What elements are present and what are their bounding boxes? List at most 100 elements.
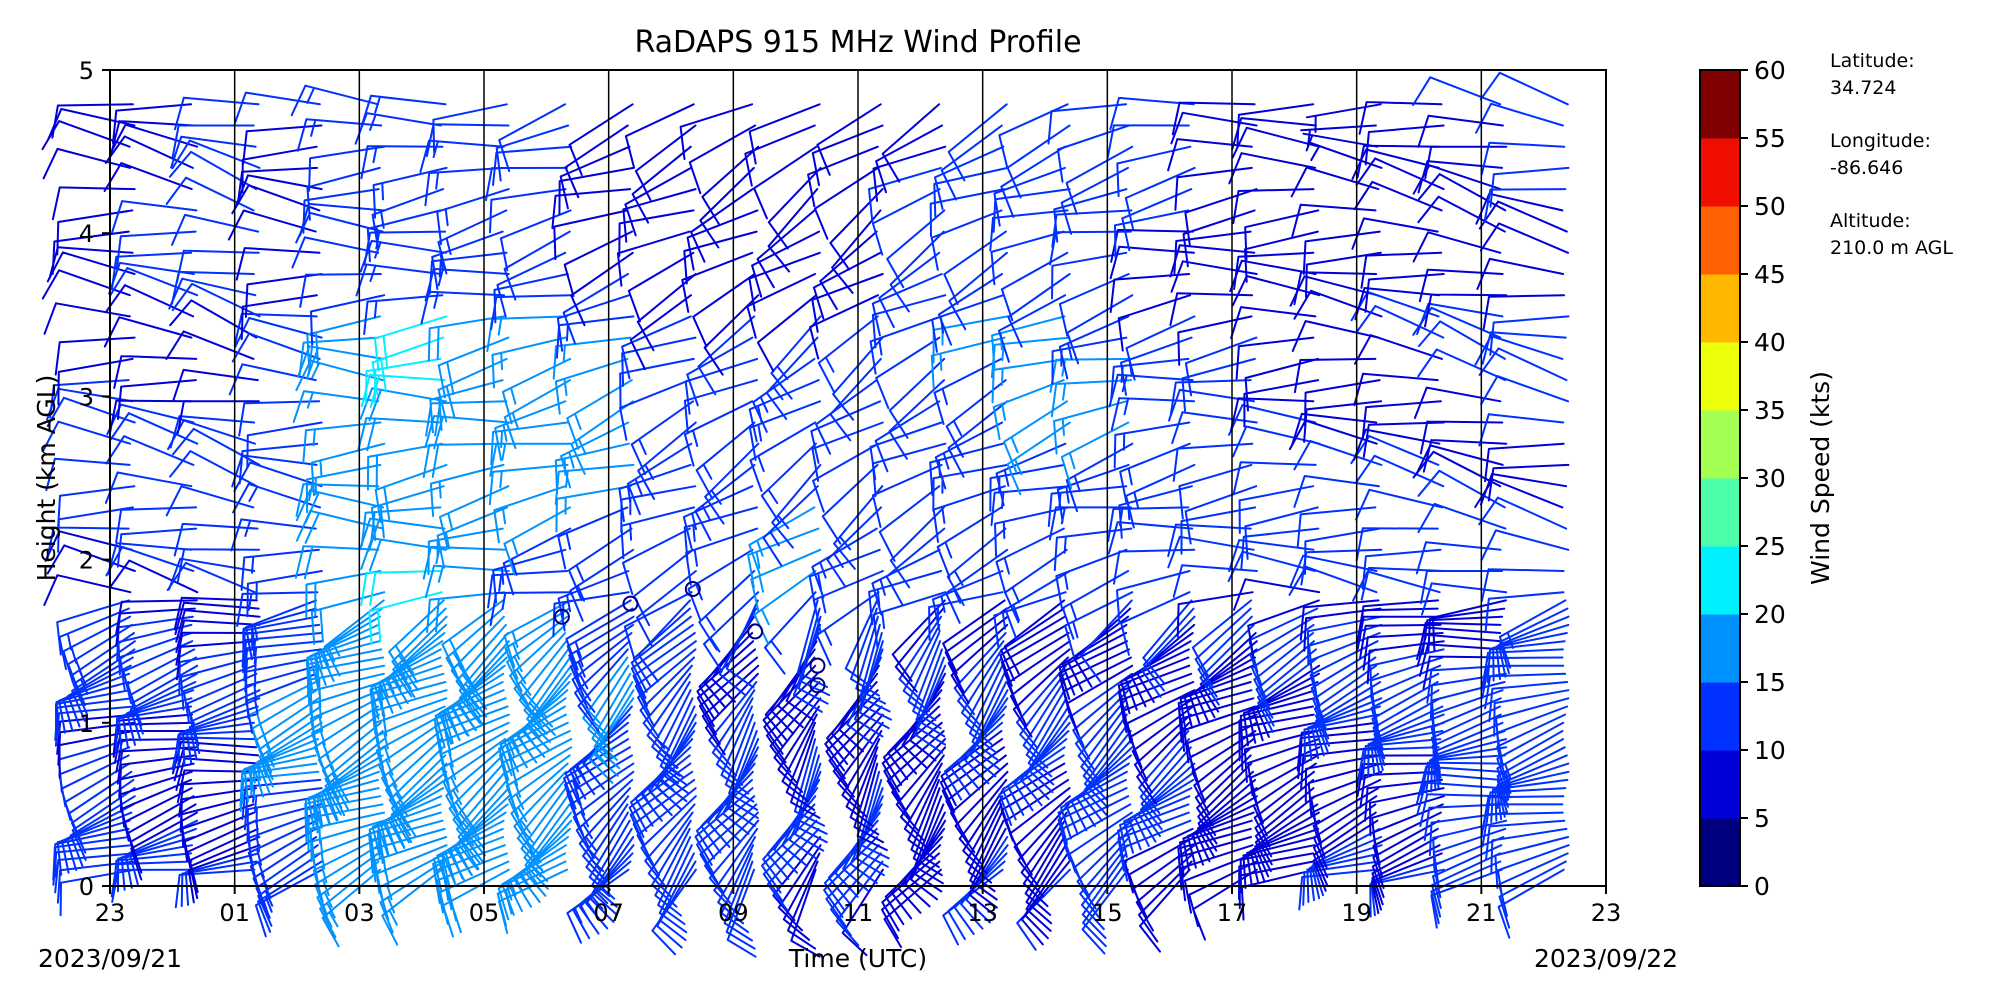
wind-barb — [1057, 778, 1127, 845]
wind-barb — [1479, 71, 1569, 106]
wind-barb — [428, 251, 508, 295]
wind-barb — [871, 294, 947, 349]
wind-barb — [891, 599, 946, 682]
wind-barb — [1249, 746, 1321, 811]
colorbar-segment — [1700, 818, 1740, 887]
wind-barb — [1421, 615, 1504, 654]
wind-barb — [621, 336, 697, 387]
wind-barb — [630, 615, 692, 693]
wind-barb — [1177, 315, 1253, 366]
wind-barb — [998, 294, 1067, 363]
wind-barb — [171, 270, 255, 305]
wind-barb — [104, 471, 193, 504]
wind-barb — [698, 570, 756, 651]
longitude-label: Longitude: — [1830, 130, 1931, 152]
wind-barb — [644, 803, 696, 888]
wind-barb — [725, 599, 759, 689]
wind-barb — [694, 463, 756, 541]
wind-barb — [295, 483, 380, 517]
wind-barb — [228, 363, 317, 396]
wind-barb — [1243, 689, 1317, 747]
wind-barb — [1180, 506, 1257, 555]
wind-barb — [168, 557, 256, 591]
longitude-value: -86.646 — [1830, 157, 1903, 179]
y-tick-label: 4 — [79, 220, 94, 248]
colorbar-frame — [1699, 69, 1741, 887]
wind-barb — [769, 689, 822, 773]
wind-barb — [240, 294, 318, 341]
wind-barb — [683, 379, 758, 435]
wind-barb — [176, 769, 261, 804]
wind-barb — [46, 526, 130, 561]
wind-barb — [425, 123, 510, 158]
wind-barb — [692, 273, 756, 348]
wind-barb — [810, 400, 882, 464]
wind-barb — [171, 124, 255, 159]
wind-barb — [797, 615, 829, 705]
wind-barb — [1116, 145, 1192, 197]
wind-barb — [503, 506, 571, 576]
wind-barb — [1243, 379, 1320, 428]
wind-barb — [115, 599, 198, 635]
wind-barb — [124, 827, 197, 889]
wind-barb — [554, 357, 629, 415]
wind-barb — [176, 548, 261, 583]
wind-barb — [1417, 320, 1506, 360]
wind-barb — [929, 188, 1006, 238]
wind-barb — [1233, 578, 1321, 611]
wind-barb — [1485, 819, 1566, 860]
wind-barb — [814, 166, 879, 240]
wind-barb — [1082, 860, 1128, 948]
wind-barb — [177, 721, 255, 767]
wind-barb — [1355, 488, 1444, 521]
wind-barb — [621, 315, 692, 380]
wind-barb — [1304, 379, 1381, 427]
wind-barb — [1371, 827, 1439, 899]
wind-barb — [489, 591, 573, 627]
altitude-label: Altitude: — [1830, 210, 1911, 232]
x-tick-label: 09 — [718, 899, 749, 927]
wind-barb — [1194, 787, 1258, 863]
wind-barb — [169, 299, 258, 339]
wind-barb — [637, 648, 697, 727]
wind-barb — [1481, 331, 1567, 365]
wind-barb — [111, 251, 193, 290]
wind-barb — [636, 570, 697, 648]
wind-barb — [165, 330, 255, 360]
wind-barb — [43, 302, 131, 335]
wind-barb — [1499, 607, 1569, 675]
wind-barb — [126, 648, 196, 717]
wind-barb — [883, 721, 943, 801]
colorbar-tick-label: 20 — [1754, 600, 1786, 629]
wind-barb — [713, 827, 759, 915]
wind-barb — [1312, 811, 1377, 886]
wind-barb — [947, 400, 1009, 478]
wind-barb — [717, 836, 757, 925]
colorbar-segment — [1700, 682, 1740, 751]
wind-barb — [126, 681, 197, 746]
wind-barb — [1238, 705, 1314, 755]
wind-barb — [231, 454, 318, 488]
wind-barb — [1199, 623, 1255, 706]
wind-barb — [1228, 539, 1315, 573]
wind-barb — [1253, 770, 1315, 848]
wind-barb — [933, 357, 1003, 425]
wind-barb — [771, 463, 822, 549]
wind-barb — [1307, 615, 1383, 665]
wind-barb — [1420, 761, 1504, 796]
wind-barb — [871, 548, 941, 616]
wind-barb — [72, 640, 136, 715]
calm-wind-marker — [553, 608, 570, 625]
wind-barb — [1481, 664, 1565, 699]
wind-barb — [1304, 527, 1381, 575]
wind-barb — [817, 315, 879, 393]
wind-barb — [1232, 461, 1317, 496]
wind-barb — [948, 251, 1008, 331]
wind-barb — [1360, 251, 1443, 289]
wind-barb — [185, 705, 259, 764]
y-axis-label: Height (km AGL) — [32, 375, 61, 582]
wind-barb — [1251, 623, 1315, 699]
wind-barb — [56, 209, 134, 256]
wind-barb — [115, 230, 197, 270]
wind-barb — [1117, 294, 1192, 352]
